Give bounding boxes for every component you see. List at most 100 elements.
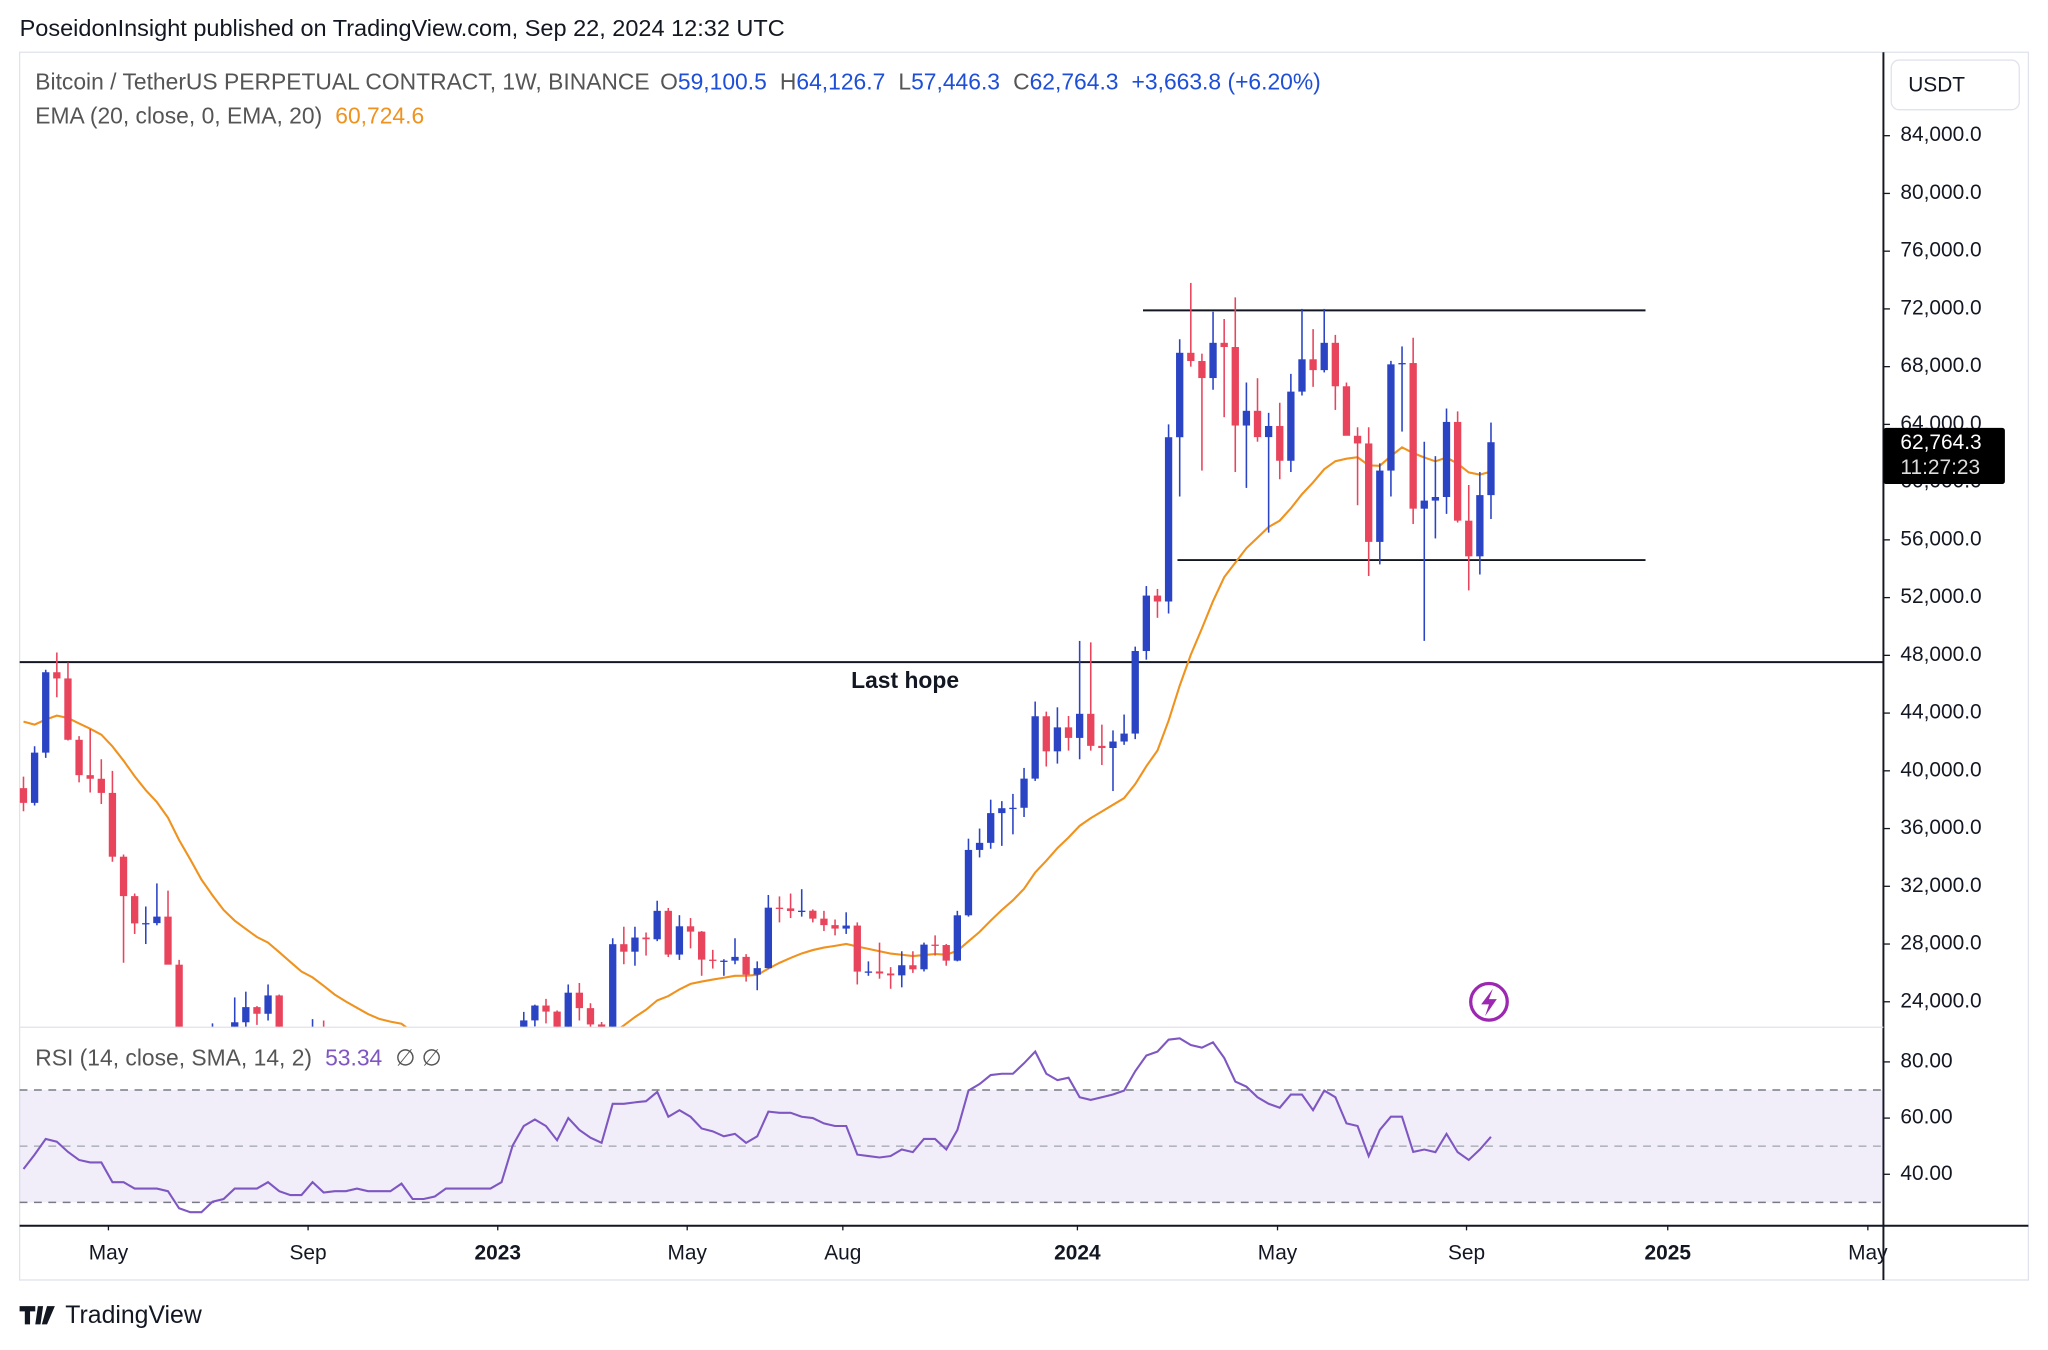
candle-body [820,918,828,926]
legend-change: +3,663.8 (+6.20%) [1132,69,1321,95]
currency: USDT [1908,74,1965,97]
rsi-line [22,1037,1492,1214]
x-tick-label: 2023 [475,1241,521,1264]
candle-body [1398,363,1406,365]
candle-body [1131,651,1139,734]
candle-body [998,808,1006,814]
x-tick-label: May [667,1241,707,1264]
candle-body [1487,442,1495,496]
price-tag [1883,427,2005,485]
x-tick-label: 2024 [1054,1241,1101,1264]
candle-body [1442,421,1451,497]
y-tick-label: 56,000.0 [1900,527,1981,550]
candle-body [920,944,928,970]
candle-body [764,907,773,969]
y-tick-label: 84,000.0 [1900,123,1981,146]
level-label: Last hope [851,667,959,693]
candle-body [1420,500,1428,509]
candle-body [53,672,61,679]
candle-body [586,1008,595,1025]
candle-body [1187,352,1195,362]
candle-body [631,937,639,952]
rsi-tick-label: 80.00 [1900,1049,1952,1072]
candle-body [1053,727,1062,752]
y-tick-label: 76,000.0 [1900,239,1981,262]
x-tick-label: Sep [1448,1241,1485,1264]
candle-body [1309,359,1317,371]
x-tick-label: May [1848,1241,1888,1264]
candle-body [720,960,728,962]
alert-icon[interactable] [1469,981,1509,1022]
candle-body [1376,470,1384,542]
candle-body [1409,363,1417,509]
candle-body [1142,595,1150,652]
candle-body [119,856,128,897]
candle-body [1298,359,1306,392]
ema-name: EMA (20, close, 0, EMA, 20) [35,103,322,129]
candle-body [242,1007,250,1023]
candle-body [520,1020,528,1027]
rsi-legend: RSI (14, close, SMA, 14, 2) 53.34 ∅ ∅ [35,1044,441,1070]
candle-body [1198,361,1206,379]
candle-body [597,1024,606,1027]
candle-body [964,849,973,916]
candle-body [742,956,750,975]
rsi-name: RSI (14, close, SMA, 14, 2) [35,1044,312,1070]
y-tick-label: 80,000.0 [1900,181,1981,204]
y-tick-label: 52,000.0 [1900,585,1981,608]
candle-body [898,965,906,976]
legend-key: H [780,69,797,95]
x-tick-label: May [1258,1241,1298,1264]
currency-button[interactable] [1890,59,2020,111]
candle-body [553,1011,561,1027]
candle-body [1242,410,1251,426]
candle-body [1020,778,1028,808]
candle-body [609,944,617,1027]
candle-body [1109,741,1117,749]
header: PoseidonInsight published on TradingView… [20,15,785,41]
rsi-tick-label: 60.00 [1900,1106,1952,1129]
candle-body [664,910,672,955]
rsi-tick-label: 40.00 [1900,1162,1952,1185]
y-tick-label: 48,000.0 [1900,643,1981,666]
legend-key: C [1013,69,1030,95]
candle-body [75,739,83,776]
ema-legend: EMA (20, close, 0, EMA, 20) 60,724.6 [35,103,424,129]
rsi-value: 53.34 [325,1044,382,1070]
candle-body [142,923,150,925]
candle-body [809,910,817,919]
candle-body [864,971,873,973]
candle-body [131,896,139,924]
candle-body [798,910,806,913]
candle-body [753,968,761,975]
price-tag-label: 62,764.3 [1900,431,1981,454]
frame [18,51,2030,1281]
candle-body [697,931,706,960]
candle-body [275,995,283,1027]
candle-body [987,813,995,843]
candle-body [653,910,661,940]
y-tick-label: 40,000.0 [1900,758,1981,781]
symbol: Bitcoin / TetherUS PERPETUAL CONTRACT, 1… [35,69,649,95]
x-tick-label: May [89,1241,129,1264]
candle-body [853,925,861,972]
price-pane [19,282,1884,1027]
candle-body [831,925,839,929]
candle-body [19,788,28,803]
candle-body [86,775,94,779]
marks [19,282,1884,1214]
candle-body [564,992,572,1027]
candle-body [1075,713,1084,738]
candle-body [1287,391,1295,461]
candle-body [642,937,650,940]
x-tick-label: Sep [290,1241,327,1264]
candle-body [1387,364,1395,471]
candle-body [1453,421,1462,521]
candle-body [842,925,850,929]
candle-body [1009,807,1017,810]
brand-logo [19,1306,55,1325]
candle-body [1276,425,1284,461]
candle-body [620,944,628,952]
candle-body [931,944,939,946]
